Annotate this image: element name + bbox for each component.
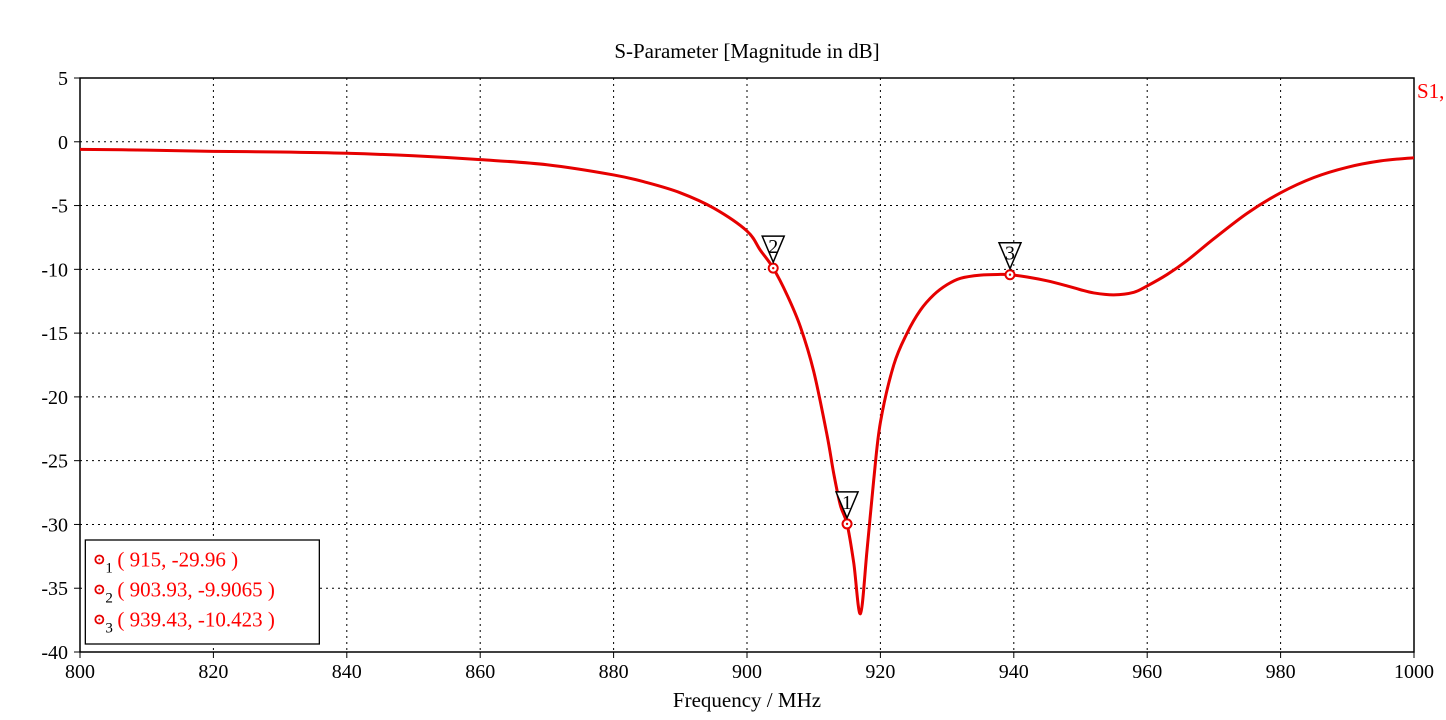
y-tick-label: -40 — [41, 642, 68, 664]
y-tick-label: -10 — [41, 259, 68, 281]
marker-box-text: ( 915, -29.96 ) — [117, 548, 238, 572]
y-tick-label: -20 — [41, 387, 68, 409]
marker-box-icon-dot — [98, 619, 100, 621]
x-axis-label: Frequency / MHz — [673, 688, 821, 712]
x-tick-label: 980 — [1266, 661, 1296, 683]
marker-point-dot — [846, 523, 848, 525]
y-tick-label: -30 — [41, 514, 68, 536]
marker-box-sub: 1 — [105, 561, 113, 577]
x-tick-label: 1000 — [1394, 661, 1434, 683]
marker-box-icon-dot — [98, 559, 100, 561]
x-tick-label: 840 — [332, 661, 362, 683]
marker-box-text: ( 939.43, -10.423 ) — [117, 608, 274, 632]
y-tick-label: -15 — [41, 323, 68, 345]
marker-point-dot — [1009, 274, 1011, 276]
x-tick-label: 940 — [999, 661, 1029, 683]
y-tick-label: 0 — [58, 132, 68, 154]
marker-box-sub: 2 — [105, 591, 113, 607]
marker-box-text: ( 903.93, -9.9065 ) — [117, 578, 274, 602]
x-tick-label: 900 — [732, 661, 762, 683]
x-tick-label: 860 — [465, 661, 495, 683]
marker-box-sub: 3 — [105, 621, 113, 637]
x-tick-label: 880 — [599, 661, 629, 683]
y-tick-label: -35 — [41, 578, 68, 600]
y-tick-label: -5 — [51, 196, 68, 218]
x-tick-label: 920 — [865, 661, 895, 683]
y-tick-label: -25 — [41, 451, 68, 473]
s-parameter-chart: S-Parameter [Magnitude in dB] 800 820 840 86… — [0, 0, 1446, 720]
marker-id: 3 — [1005, 243, 1015, 265]
marker-id: 1 — [842, 492, 852, 514]
marker-id: 2 — [768, 236, 778, 258]
series-label: S1,1 — [1417, 79, 1446, 103]
y-tick-label: 5 — [58, 68, 68, 90]
x-tick-label: 820 — [198, 661, 228, 683]
x-tick-label: 800 — [65, 661, 95, 683]
chart-title: S-Parameter [Magnitude in dB] — [614, 39, 879, 63]
marker-box-icon-dot — [98, 589, 100, 591]
marker-point-dot — [772, 267, 774, 269]
x-tick-label: 960 — [1132, 661, 1162, 683]
